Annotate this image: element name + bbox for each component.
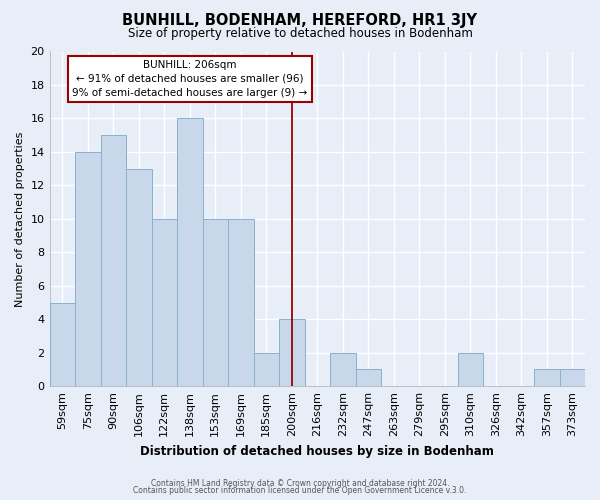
Text: BUNHILL: 206sqm
← 91% of detached houses are smaller (96)
9% of semi-detached ho: BUNHILL: 206sqm ← 91% of detached houses…	[72, 60, 307, 98]
Bar	[254, 352, 279, 386]
Text: BUNHILL, BODENHAM, HEREFORD, HR1 3JY: BUNHILL, BODENHAM, HEREFORD, HR1 3JY	[122, 12, 478, 28]
Text: Contains HM Land Registry data © Crown copyright and database right 2024.: Contains HM Land Registry data © Crown c…	[151, 478, 449, 488]
Bar	[177, 118, 203, 386]
Bar	[152, 219, 177, 386]
Text: Contains public sector information licensed under the Open Government Licence v.: Contains public sector information licen…	[133, 486, 467, 495]
Bar	[228, 219, 254, 386]
Text: Size of property relative to detached houses in Bodenham: Size of property relative to detached ho…	[128, 28, 472, 40]
Bar	[560, 370, 585, 386]
Bar	[356, 370, 381, 386]
Bar	[279, 319, 305, 386]
Bar	[101, 135, 126, 386]
Bar	[330, 352, 356, 386]
X-axis label: Distribution of detached houses by size in Bodenham: Distribution of detached houses by size …	[140, 444, 494, 458]
Bar	[203, 219, 228, 386]
Bar	[75, 152, 101, 386]
Bar	[126, 168, 152, 386]
Bar	[50, 302, 75, 386]
Bar	[534, 370, 560, 386]
Y-axis label: Number of detached properties: Number of detached properties	[15, 131, 25, 306]
Bar	[458, 352, 483, 386]
